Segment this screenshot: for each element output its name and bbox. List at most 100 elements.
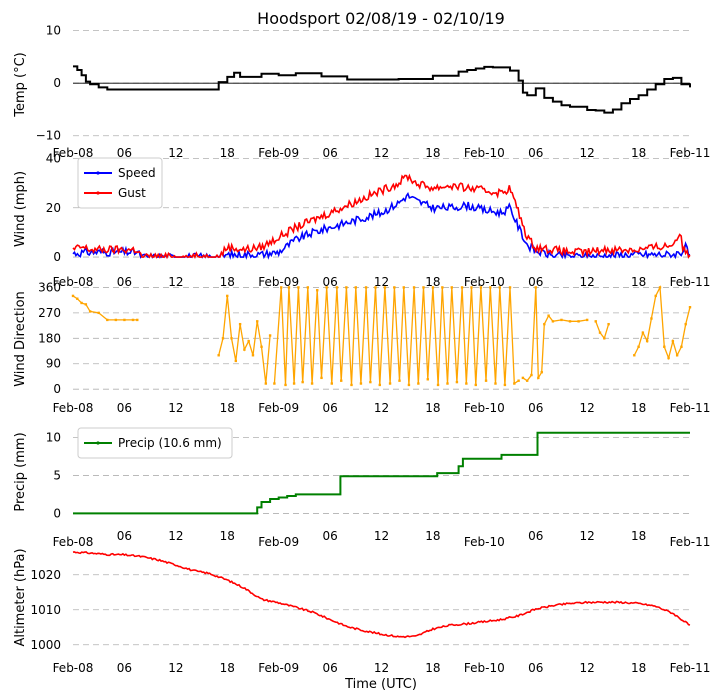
legend-frame bbox=[77, 427, 233, 459]
x-tick-label: Feb-08 bbox=[53, 535, 94, 549]
direction-point bbox=[123, 318, 126, 322]
direction-point bbox=[247, 339, 250, 343]
y-tick-label: −10 bbox=[36, 129, 61, 143]
direction-point bbox=[494, 382, 497, 385]
x-tick-label: 06 bbox=[322, 146, 337, 160]
x-tick-label: Feb-08 bbox=[53, 661, 94, 675]
y-tick-label: 270 bbox=[38, 306, 61, 320]
direction-point bbox=[369, 380, 372, 384]
y-tick-label: 180 bbox=[38, 331, 61, 345]
direction-point bbox=[114, 318, 118, 322]
direction-point bbox=[306, 286, 310, 289]
legend: Precip (10.6 mm) bbox=[77, 427, 233, 459]
direction-point bbox=[335, 286, 339, 289]
direction-point bbox=[431, 286, 435, 289]
x-tick-label: Feb-08 bbox=[53, 275, 94, 289]
direction-trace bbox=[633, 285, 691, 361]
direction-point bbox=[680, 345, 683, 348]
x-tick-label: 06 bbox=[322, 661, 337, 675]
x-tick-label: Feb-10 bbox=[464, 146, 505, 160]
direction-point bbox=[484, 379, 488, 382]
direction-point bbox=[268, 334, 272, 337]
x-tick-label: Feb-11 bbox=[670, 661, 711, 675]
direction-point bbox=[284, 383, 287, 387]
x-tick-label: 06 bbox=[322, 275, 337, 289]
direction-point bbox=[641, 331, 645, 334]
direction-point bbox=[388, 382, 392, 385]
direction-point bbox=[441, 286, 444, 289]
x-tick-label: 12 bbox=[580, 146, 595, 160]
direction-point bbox=[667, 356, 670, 360]
direction-point bbox=[264, 382, 268, 385]
direction-point bbox=[243, 348, 246, 351]
x-tick-label: 06 bbox=[528, 146, 543, 160]
x-tick-label: 18 bbox=[425, 275, 440, 289]
series-gust bbox=[72, 173, 691, 260]
direction-point bbox=[654, 294, 657, 298]
x-tick-label: Feb-11 bbox=[670, 275, 711, 289]
x-tick-label: 12 bbox=[168, 146, 183, 160]
legend-label: Gust bbox=[118, 186, 146, 200]
direction-point bbox=[398, 379, 401, 382]
x-tick-label: 12 bbox=[580, 275, 595, 289]
x-tick-label: Feb-09 bbox=[258, 661, 299, 675]
legend-label: Speed bbox=[118, 166, 156, 180]
y-tick-label: 10 bbox=[46, 430, 61, 444]
x-tick-label: 12 bbox=[374, 146, 389, 160]
x-tick-label: Feb-10 bbox=[464, 661, 505, 675]
direction-point bbox=[650, 317, 653, 320]
x-tick-label: 12 bbox=[168, 275, 183, 289]
x-tick-label: 18 bbox=[631, 275, 646, 289]
y-tick-label: 1000 bbox=[30, 638, 61, 652]
x-tick-label: Feb-10 bbox=[464, 535, 505, 549]
direction-point bbox=[378, 383, 381, 387]
legend-marker bbox=[96, 441, 100, 445]
x-tick-label: 06 bbox=[528, 529, 543, 543]
x-tick-label: Feb-11 bbox=[670, 535, 711, 549]
y-axis-label: Wind Direction bbox=[13, 291, 28, 387]
y-tick-label: 0 bbox=[53, 76, 61, 90]
direction-point bbox=[136, 318, 139, 322]
panel-4: 0 5 10 Precip (mm) Feb-08 06 12 18 Feb-09 06 12 18 F… bbox=[13, 427, 711, 549]
series-line bbox=[72, 551, 691, 639]
panels: −10 0 10 Temp (°C) Feb-08 06 12 18 Feb-09 06 12 18 F… bbox=[13, 24, 710, 675]
legend: Speed Gust bbox=[77, 157, 163, 209]
direction-point bbox=[658, 286, 662, 289]
x-tick-label: 06 bbox=[528, 401, 543, 415]
direction-point bbox=[517, 379, 520, 382]
y-tick-label: 5 bbox=[53, 468, 61, 482]
x-tick-label: 18 bbox=[425, 661, 440, 675]
direction-point bbox=[80, 301, 83, 305]
x-tick-label: 06 bbox=[322, 529, 337, 543]
x-tick-label: 18 bbox=[631, 146, 646, 160]
x-tick-label: Feb-09 bbox=[258, 146, 299, 160]
x-tick-label: Feb-09 bbox=[258, 275, 299, 289]
direction-point bbox=[508, 286, 512, 289]
direction-point bbox=[513, 382, 516, 385]
y-axis-label: Altimeter (hPa) bbox=[13, 548, 28, 646]
x-axis-label: Time (UTC) bbox=[344, 677, 417, 692]
direction-point bbox=[359, 382, 363, 385]
direction-point bbox=[498, 286, 501, 289]
x-tick-label: 06 bbox=[117, 275, 132, 289]
direction-point bbox=[422, 286, 425, 289]
legend-label: Precip (10.6 mm) bbox=[118, 436, 222, 450]
legend-frame bbox=[77, 157, 163, 209]
x-tick-label: 12 bbox=[374, 401, 389, 415]
series-line bbox=[73, 65, 691, 114]
series-line bbox=[73, 431, 690, 515]
series-direction bbox=[71, 285, 692, 387]
x-tick-label: 18 bbox=[220, 529, 235, 543]
direction-point bbox=[537, 376, 540, 380]
direction-point bbox=[637, 345, 640, 348]
direction-point bbox=[436, 383, 440, 387]
x-tick-label: 12 bbox=[374, 529, 389, 543]
direction-point bbox=[251, 354, 255, 357]
direction-point bbox=[301, 380, 304, 384]
x-tick-label: 12 bbox=[374, 661, 389, 675]
direction-point bbox=[568, 320, 572, 323]
direction-point bbox=[345, 286, 348, 289]
direction-point bbox=[560, 318, 563, 322]
direction-point bbox=[465, 382, 468, 385]
